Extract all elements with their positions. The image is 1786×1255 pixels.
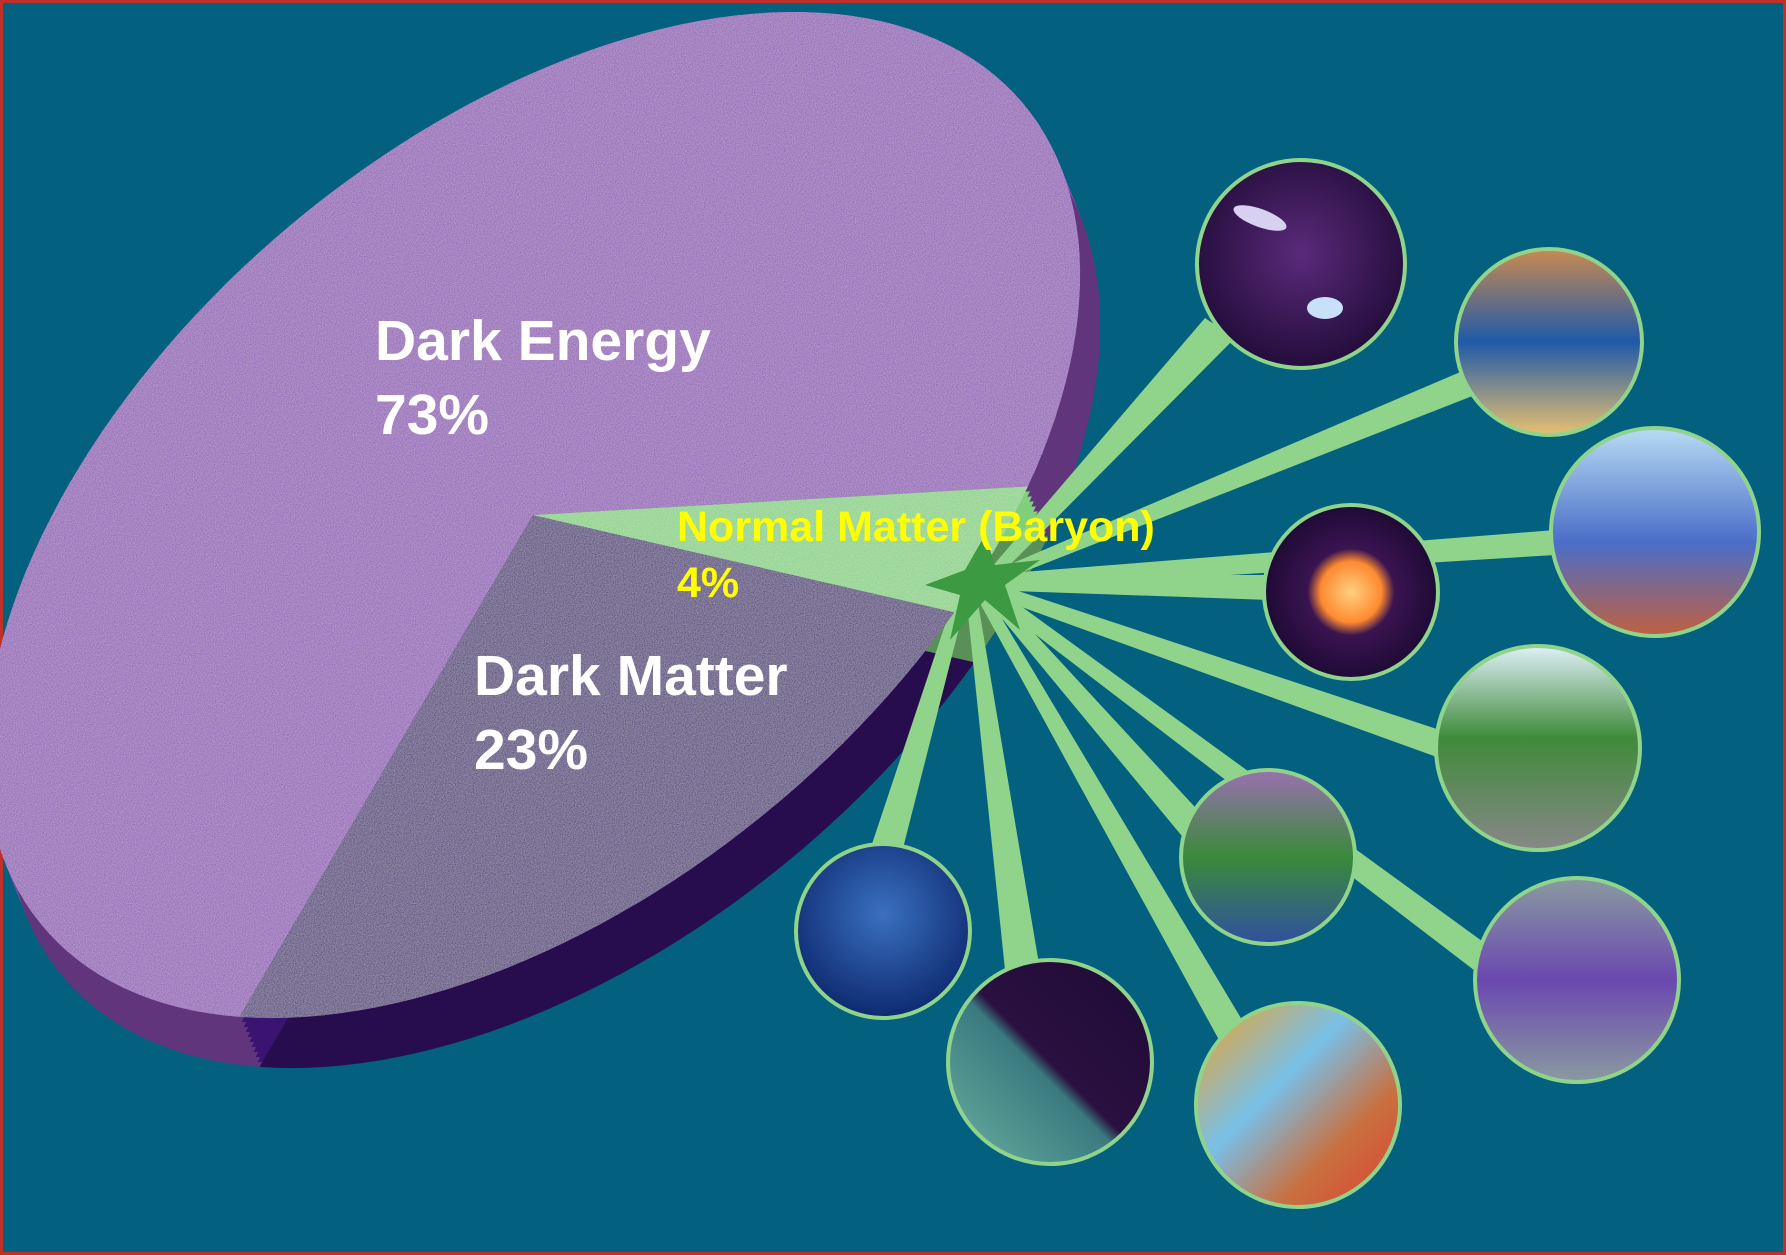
icon-whale bbox=[794, 842, 972, 1020]
galaxy bbox=[1307, 297, 1343, 319]
slice-label: Normal Matter (Baryon) bbox=[677, 503, 1155, 551]
icon-landscape bbox=[1179, 768, 1357, 946]
icon-animals bbox=[1434, 644, 1642, 852]
labels: Dark Energy 73% Dark Matter 23% Normal Matte… bbox=[375, 309, 1155, 782]
slice-label: Dark Matter bbox=[474, 644, 788, 708]
pie-top bbox=[0, 12, 1081, 1019]
slice-value-label: 73% bbox=[375, 383, 489, 447]
slice-value-label: 23% bbox=[474, 718, 588, 782]
icon-phone bbox=[1454, 247, 1644, 437]
burst bbox=[925, 535, 1040, 640]
icon-star bbox=[1262, 503, 1440, 681]
pie-slice bbox=[533, 486, 1028, 613]
icon-earth bbox=[946, 958, 1154, 1166]
slice-value-label: 4% bbox=[677, 559, 739, 607]
pie-slice bbox=[239, 515, 955, 1019]
pie-slice bbox=[0, 12, 1081, 1017]
icon-galaxies bbox=[1195, 158, 1407, 370]
icon-beach bbox=[1194, 1001, 1402, 1209]
icons bbox=[794, 158, 1761, 1209]
slice-label: Dark Energy bbox=[375, 309, 711, 373]
galaxy bbox=[1233, 205, 1287, 231]
icon-cars bbox=[1473, 876, 1681, 1084]
icon-city bbox=[1549, 426, 1761, 638]
